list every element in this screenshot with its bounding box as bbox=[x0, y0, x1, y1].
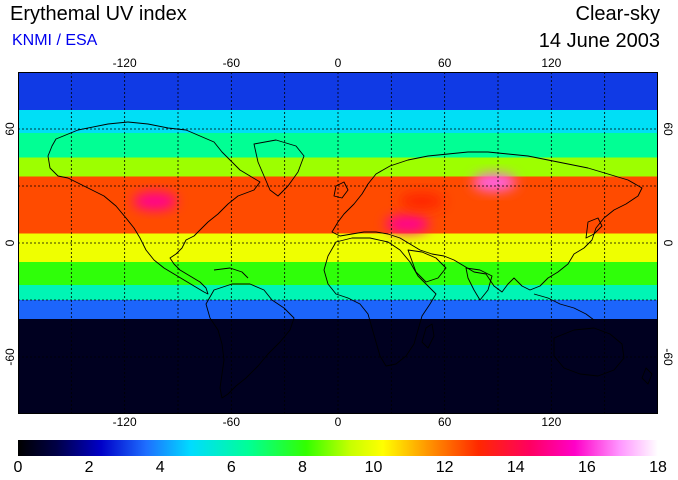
coast-europe-asia bbox=[331, 151, 643, 293]
colorbar-tick-label: 12 bbox=[435, 459, 454, 476]
colorbar-tick-label: 8 bbox=[297, 459, 307, 476]
uv-hotspot bbox=[399, 192, 444, 211]
latitude-tick-label: -60 bbox=[661, 348, 675, 366]
coast-japan bbox=[585, 217, 603, 239]
coast-caribbean bbox=[213, 267, 249, 279]
uv-hotspot bbox=[472, 173, 517, 192]
colorbar-tick-label: 10 bbox=[364, 459, 383, 476]
credit-label: KNMI / ESA bbox=[12, 32, 98, 49]
coast-madagascar bbox=[421, 323, 435, 349]
colorbar-tick-label: 2 bbox=[84, 459, 94, 476]
coast-india bbox=[465, 267, 493, 301]
date-label: 14 June 2003 bbox=[538, 30, 660, 52]
coast-africa bbox=[323, 237, 437, 367]
map-border bbox=[18, 72, 658, 414]
colorbar-tick-label: 14 bbox=[506, 459, 525, 476]
longitude-tick-label: 120 bbox=[541, 56, 562, 70]
coast-australia bbox=[553, 327, 625, 377]
coastlines bbox=[47, 121, 653, 399]
latitude-tick-label: 0 bbox=[661, 239, 675, 247]
colorbar-tick-label: 18 bbox=[649, 459, 667, 476]
coast-new-zealand bbox=[641, 367, 653, 385]
longitude-tick-label: -120 bbox=[112, 56, 137, 70]
uv-index-map bbox=[18, 72, 658, 414]
uv-hotspot bbox=[132, 192, 177, 211]
latitude-tick-label: 60 bbox=[661, 122, 675, 136]
longitude-tick-label: 0 bbox=[334, 56, 342, 70]
longitude-tick-label: 0 bbox=[334, 415, 342, 429]
sky-condition-label: Clear-sky bbox=[575, 3, 660, 25]
colorbar-tick-label: 16 bbox=[577, 459, 596, 476]
longitude-tick-label: 60 bbox=[437, 415, 452, 429]
uv-hotspots bbox=[132, 173, 517, 233]
colorbar-tick-label: 6 bbox=[226, 459, 236, 476]
longitude-tick-label: -60 bbox=[222, 56, 240, 70]
latitude-tick-label: 60 bbox=[3, 122, 17, 136]
longitude-tick-label: -120 bbox=[112, 415, 137, 429]
longitude-tick-label: 60 bbox=[437, 56, 452, 70]
colorbar-tick-label: 0 bbox=[13, 459, 23, 476]
map-title: Erythemal UV index bbox=[10, 3, 187, 25]
coast-south-america bbox=[205, 283, 295, 399]
uv-hotspot bbox=[385, 215, 430, 233]
coast-british-isles bbox=[333, 181, 349, 199]
coast-north-america bbox=[47, 121, 261, 295]
coast-southeast-asia-islands bbox=[533, 293, 595, 321]
latitude-tick-label: -60 bbox=[3, 348, 17, 366]
longitude-tick-label: 120 bbox=[541, 415, 562, 429]
uv-colorbar bbox=[18, 440, 658, 456]
lat-lon-grid bbox=[18, 72, 658, 414]
longitude-tick-label: -60 bbox=[222, 415, 240, 429]
colorbar-tick-label: 4 bbox=[155, 459, 165, 476]
coast-arabia bbox=[407, 249, 447, 283]
latitude-tick-label: 0 bbox=[3, 239, 17, 247]
uv-map-canvas bbox=[18, 72, 658, 414]
